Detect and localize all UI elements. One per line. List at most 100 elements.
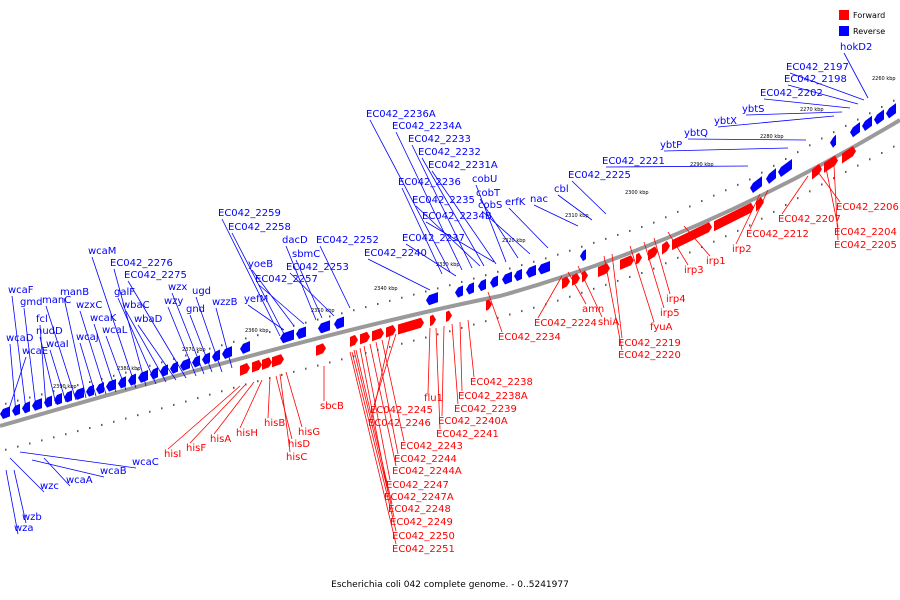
gene-label: ugd	[192, 286, 211, 297]
gene-label: hisD	[288, 439, 310, 450]
gene-label: EC042_2239	[454, 404, 517, 415]
label-leader	[355, 349, 393, 505]
forward-gene-arrow	[648, 246, 658, 261]
scale-dot	[17, 445, 19, 448]
gene-label: EC042_2202	[760, 88, 823, 99]
gene-label: EC042_2238A	[458, 391, 528, 402]
label-leader	[435, 327, 441, 430]
gene-label: nac	[530, 194, 548, 205]
reverse-gene-arrow	[334, 316, 344, 330]
scale-dot	[401, 342, 403, 345]
scale-dot	[161, 407, 163, 410]
label-leader	[467, 319, 475, 378]
gene-label: EC042_2197	[786, 62, 849, 73]
scale-dot	[569, 295, 571, 298]
reverse-gene-arrow	[766, 168, 776, 184]
reverse-gene-arrow	[580, 249, 586, 262]
reverse-gene-arrow	[490, 275, 498, 288]
label-leader	[763, 98, 851, 109]
kbp-tick-label: 2370 kbp	[182, 347, 206, 353]
scale-dot	[149, 364, 151, 367]
label-leader	[381, 339, 405, 442]
scale-dot	[797, 197, 799, 200]
scale-dot	[257, 334, 259, 337]
label-leader	[137, 324, 177, 381]
gene-label: ybtX	[714, 116, 737, 127]
gene-label: EC042_2250	[392, 531, 455, 542]
gene-label: EC042_2219	[618, 338, 681, 349]
gene-label: EC042_2241	[436, 429, 499, 440]
gene-label: ybtP	[660, 140, 682, 151]
legend-reverse-label: Reverse	[853, 27, 885, 36]
reverse-gene-arrow	[280, 329, 294, 344]
forward-gene-arrow	[372, 328, 384, 342]
scale-dot	[749, 178, 751, 181]
gene-label: hokD2	[840, 42, 872, 53]
gene-label: EC042_2275	[124, 270, 187, 281]
scale-dot	[137, 414, 139, 417]
label-leader	[351, 351, 397, 532]
label-leader	[105, 335, 127, 391]
forward-gene-arrow	[252, 359, 262, 373]
gene-label: wzx	[168, 282, 187, 293]
scale-dot	[497, 270, 499, 273]
forward-gene-arrow	[398, 317, 424, 335]
scale-dot	[665, 262, 667, 265]
scale-dot	[545, 257, 547, 260]
reverse-gene-arrow	[96, 382, 104, 395]
gene-label: irp3	[684, 265, 704, 276]
gene-label: nudD	[36, 326, 63, 337]
label-leader	[231, 232, 285, 335]
label-leaders	[5, 52, 869, 545]
reverse-gene-arrow	[850, 122, 860, 138]
scale-dot	[509, 267, 511, 270]
reverse-gene-arrow	[526, 264, 536, 278]
scale-dot	[77, 430, 79, 433]
label-leader	[451, 323, 459, 405]
scale-dot	[185, 354, 187, 357]
label-leader	[167, 306, 197, 377]
gene-label: hisF	[186, 443, 206, 454]
gene-label: wcaJ	[76, 332, 99, 343]
scale-dot	[641, 271, 643, 274]
gene-label: irp1	[706, 256, 726, 267]
scale-dot	[149, 410, 151, 413]
reverse-gene-arrow	[318, 320, 330, 334]
scale-dot	[797, 151, 799, 154]
scale-dot	[893, 145, 895, 148]
reverse-gene-arrow	[86, 384, 94, 397]
scale-dot	[881, 105, 883, 108]
scale-dot	[497, 316, 499, 319]
forward-gene-arrow	[842, 146, 856, 164]
scale-dot	[845, 170, 847, 173]
scale-dot	[41, 439, 43, 442]
gene-label: wcaL	[102, 325, 128, 336]
kbp-tick-label: 2390 kbp	[53, 384, 77, 390]
gene-label: wbaD	[134, 314, 163, 325]
label-leader	[5, 356, 27, 419]
gene-label: galF	[114, 287, 135, 298]
label-leader	[113, 268, 147, 387]
forward-gene-arrow	[598, 263, 610, 278]
label-leader	[189, 314, 213, 373]
gene-label: wcaM	[88, 246, 116, 257]
scale-dot	[233, 386, 235, 389]
gene-label: wcaI	[46, 339, 69, 350]
label-leader	[275, 375, 293, 440]
scale-dot	[173, 357, 175, 360]
gene-label: EC042_2240	[364, 248, 427, 259]
scale-dot	[353, 309, 355, 312]
label-leader	[258, 284, 305, 325]
gene-label: EC042_2237	[402, 233, 465, 244]
label-leader	[171, 292, 205, 375]
label-leader	[13, 469, 27, 524]
label-leader	[735, 193, 761, 245]
label-leader	[125, 310, 167, 383]
gene-label: wcaK	[90, 313, 117, 324]
scale-dot	[653, 221, 655, 224]
label-leader	[787, 84, 859, 105]
reverse-gene-arrow	[514, 268, 522, 282]
kbp-tick-label: 2350 kbp	[311, 308, 335, 314]
scale-dot	[785, 158, 787, 160]
scale-dot	[317, 364, 319, 367]
